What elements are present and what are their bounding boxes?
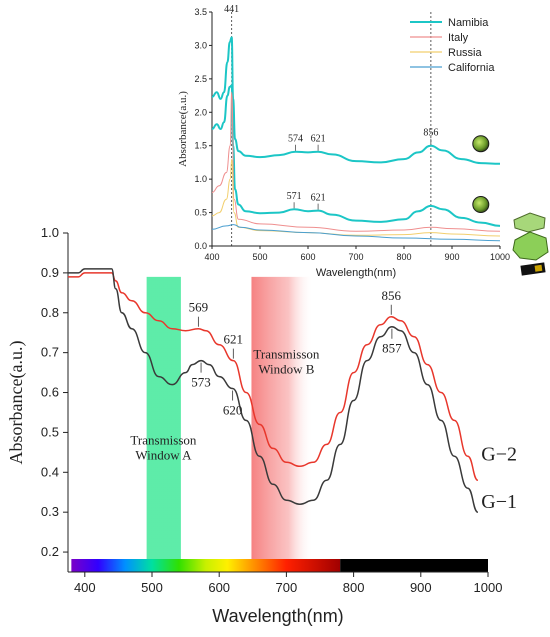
inset-series-italy	[211, 91, 501, 232]
inset-y-tick-label: 0.5	[194, 208, 207, 218]
main-peak-label: 857	[382, 341, 402, 356]
main-y-tick-label: 0.4	[41, 464, 59, 479]
inset-peak-label: 856	[423, 128, 438, 139]
inset-y-tick-label: 2.5	[194, 74, 207, 84]
main-peak-label: 856	[381, 288, 401, 303]
main-peak-label: 569	[189, 300, 209, 315]
inset-y-tick-label: 3.0	[194, 40, 207, 50]
main-x-tick-label: 500	[141, 580, 163, 595]
window-b-label: Window B	[258, 362, 314, 377]
window-a-label: Window A	[135, 447, 192, 462]
inset-series-namibia	[211, 36, 501, 165]
inset-x-tick-label: 800	[396, 252, 411, 262]
main-y-tick-label: 1.0	[41, 225, 59, 240]
legend-label-italy: Italy	[448, 32, 469, 44]
inset-y-axis-title: Absorbance(a.u.)	[177, 91, 189, 167]
inset-x-tick-label: 600	[300, 252, 315, 262]
inset-peak-label: 574	[288, 134, 303, 145]
main-peak-label: 573	[191, 375, 211, 390]
main-x-tick-label: 800	[343, 580, 365, 595]
main-y-axis-title: Absorbance(a.u.)	[6, 341, 27, 465]
legend-label-california: California	[448, 62, 495, 74]
main-y-tick-label: 0.5	[41, 424, 59, 439]
inset-y-tick-label: 2.0	[194, 107, 207, 117]
inset-series-california	[211, 224, 501, 242]
inset-x-tick-label: 400	[204, 252, 219, 262]
window-a-label: Transmisson	[130, 432, 196, 447]
inset-gem-icon	[472, 196, 490, 214]
spectrum-bar-infrared	[340, 559, 488, 572]
legend-label-russia: Russia	[448, 47, 483, 59]
main-x-tick-label: 1000	[474, 580, 503, 595]
inset-x-tick-label: 1000	[490, 252, 510, 262]
main-series-label: G−1	[481, 491, 517, 513]
main-x-axis-title: Wavelength(nm)	[212, 606, 343, 626]
main-x-tick-label: 700	[276, 580, 298, 595]
inset-series-namibia-2	[211, 84, 501, 227]
inset-y-tick-label: 0.0	[194, 241, 207, 251]
inset-y-tick-label: 3.5	[194, 7, 207, 17]
main-y-tick-label: 0.9	[41, 265, 59, 280]
main-x-tick-label: 900	[410, 580, 432, 595]
inset-peak-label: 571	[287, 191, 302, 202]
main-y-tick-label: 0.2	[41, 544, 59, 559]
main-y-tick-label: 0.8	[41, 305, 59, 320]
inset-series-russia	[211, 158, 501, 237]
inset-peak-label: 621	[311, 134, 326, 145]
main-x-tick-label: 600	[208, 580, 230, 595]
gem-photo-top	[513, 212, 546, 233]
main-series-g2	[67, 272, 479, 482]
main-series-g1	[67, 268, 479, 513]
inset-x-tick-label: 500	[252, 252, 267, 262]
inset-absorbance-chart: 400 500 600 700 800 900 1000 0.0 0.5 1.0 1.5 2.0 2.5…	[177, 4, 510, 279]
transmission-window-a	[146, 276, 181, 561]
main-peak-label: 621	[224, 332, 244, 347]
inset-x-tick-label: 900	[444, 252, 459, 262]
gem-photo-middle	[512, 231, 549, 261]
transmission-window-b	[251, 276, 314, 561]
main-y-tick-label: 0.3	[41, 504, 59, 519]
main-peak-label: 620	[223, 403, 243, 418]
inset-y-tick-label: 1.5	[194, 141, 207, 151]
main-x-tick-label: 400	[74, 580, 96, 595]
main-y-tick-label: 0.7	[41, 345, 59, 360]
legend-label-namibia: Namibia	[448, 17, 489, 29]
inset-peak-label: 441	[224, 4, 239, 15]
main-y-tick-label: 0.6	[41, 385, 59, 400]
inset-gem-icon	[472, 135, 490, 153]
inset-y-tick-label: 1.0	[194, 174, 207, 184]
inset-x-axis-title: Wavelength(nm)	[316, 267, 396, 279]
window-b-label: Transmisson	[253, 347, 319, 362]
main-series-label: G−2	[481, 443, 517, 465]
inset-background	[212, 12, 500, 246]
spectrum-bar-visible	[71, 559, 341, 572]
inset-peak-label: 621	[311, 193, 326, 204]
inset-x-tick-label: 700	[348, 252, 363, 262]
gem-photos	[512, 212, 549, 276]
